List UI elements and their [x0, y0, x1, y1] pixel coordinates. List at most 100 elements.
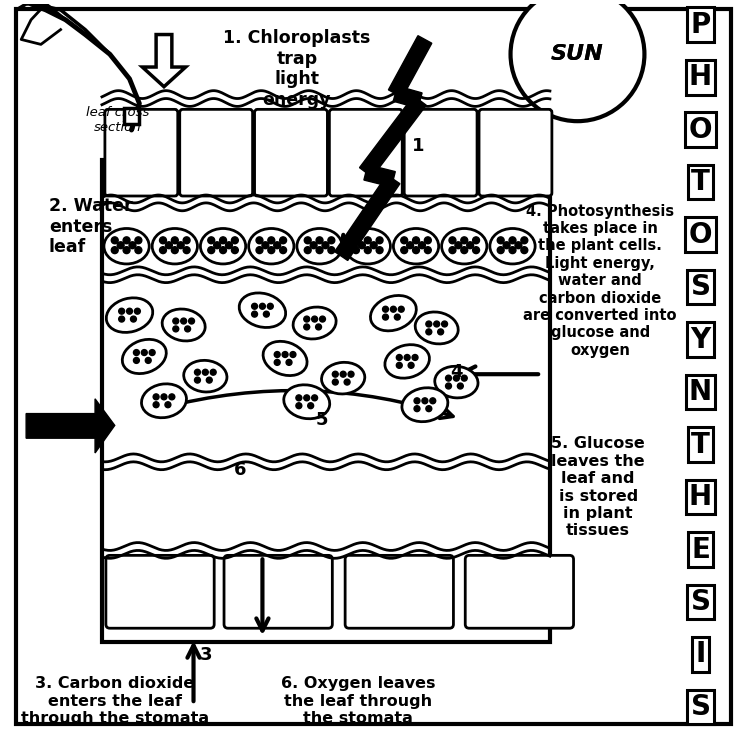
Ellipse shape	[141, 384, 186, 418]
Circle shape	[194, 377, 200, 383]
Ellipse shape	[263, 342, 307, 375]
Circle shape	[225, 242, 233, 249]
Circle shape	[268, 247, 275, 254]
FancyBboxPatch shape	[330, 110, 403, 196]
Circle shape	[425, 237, 431, 244]
Circle shape	[426, 329, 432, 335]
Ellipse shape	[239, 293, 286, 328]
Text: 3: 3	[200, 645, 213, 664]
Polygon shape	[26, 399, 115, 453]
Circle shape	[185, 326, 191, 332]
Circle shape	[296, 403, 302, 408]
Circle shape	[308, 403, 314, 408]
Text: O: O	[689, 116, 712, 144]
Circle shape	[208, 237, 215, 244]
Circle shape	[426, 406, 432, 411]
Text: 1: 1	[411, 137, 424, 155]
Circle shape	[457, 383, 463, 389]
Circle shape	[348, 371, 354, 377]
Circle shape	[419, 242, 425, 249]
Circle shape	[449, 237, 456, 244]
Ellipse shape	[370, 295, 417, 331]
Text: 4: 4	[450, 364, 463, 381]
Polygon shape	[393, 86, 422, 108]
Circle shape	[219, 237, 227, 244]
Ellipse shape	[297, 228, 342, 264]
Text: 1. Chloroplasts
trap
light
energy: 1. Chloroplasts trap light energy	[223, 29, 371, 109]
Circle shape	[145, 358, 151, 364]
Circle shape	[188, 318, 194, 324]
Circle shape	[394, 314, 400, 320]
Circle shape	[310, 242, 317, 249]
Ellipse shape	[402, 388, 447, 422]
Text: S: S	[690, 588, 710, 616]
Circle shape	[358, 242, 365, 249]
Circle shape	[383, 306, 389, 312]
Circle shape	[183, 247, 190, 254]
Circle shape	[445, 383, 451, 389]
Circle shape	[461, 237, 467, 244]
Circle shape	[316, 247, 323, 254]
Ellipse shape	[442, 228, 487, 264]
FancyBboxPatch shape	[479, 110, 552, 196]
Circle shape	[412, 355, 418, 361]
FancyBboxPatch shape	[465, 556, 573, 629]
Circle shape	[130, 316, 136, 322]
Text: 4. Photosynthesis
takes place in
the plant cells.
Light energy,
water and
carbon: 4. Photosynthesis takes place in the pla…	[523, 204, 677, 358]
FancyBboxPatch shape	[404, 110, 477, 196]
Circle shape	[304, 247, 311, 254]
Circle shape	[304, 395, 310, 401]
Circle shape	[461, 375, 467, 381]
Circle shape	[153, 402, 159, 408]
Ellipse shape	[322, 362, 365, 394]
Circle shape	[194, 369, 200, 375]
Ellipse shape	[184, 361, 227, 392]
Circle shape	[328, 237, 335, 244]
Circle shape	[252, 311, 258, 317]
Circle shape	[177, 242, 184, 249]
Circle shape	[333, 371, 339, 377]
Circle shape	[509, 247, 516, 254]
Circle shape	[123, 247, 130, 254]
Circle shape	[275, 352, 280, 358]
Circle shape	[467, 242, 474, 249]
Circle shape	[503, 242, 510, 249]
Ellipse shape	[152, 228, 197, 264]
FancyBboxPatch shape	[255, 110, 328, 196]
Circle shape	[111, 247, 118, 254]
Circle shape	[319, 316, 325, 322]
Circle shape	[316, 324, 322, 330]
Circle shape	[407, 242, 414, 249]
Ellipse shape	[490, 228, 535, 264]
Circle shape	[509, 237, 516, 244]
Text: 2. Water
enters
leaf: 2. Water enters leaf	[49, 197, 132, 256]
Circle shape	[370, 242, 377, 249]
Polygon shape	[335, 175, 400, 261]
Circle shape	[208, 247, 215, 254]
Circle shape	[304, 324, 310, 330]
Circle shape	[413, 237, 420, 244]
Ellipse shape	[122, 339, 166, 374]
Text: leaf cross
section: leaf cross section	[86, 106, 149, 134]
FancyBboxPatch shape	[345, 556, 453, 629]
Text: O: O	[689, 221, 712, 249]
Ellipse shape	[162, 309, 205, 341]
Circle shape	[511, 0, 645, 121]
Circle shape	[364, 247, 371, 254]
Circle shape	[171, 237, 178, 244]
Circle shape	[422, 398, 428, 404]
Text: Y: Y	[690, 325, 711, 353]
Circle shape	[231, 237, 238, 244]
Circle shape	[267, 303, 273, 309]
Circle shape	[328, 247, 335, 254]
Circle shape	[135, 247, 142, 254]
Circle shape	[438, 329, 444, 335]
Circle shape	[453, 375, 459, 381]
Circle shape	[173, 318, 179, 324]
Text: 6: 6	[233, 461, 246, 478]
Circle shape	[256, 247, 263, 254]
Circle shape	[252, 303, 258, 309]
Circle shape	[521, 237, 528, 244]
Circle shape	[404, 355, 410, 361]
Circle shape	[256, 237, 263, 244]
